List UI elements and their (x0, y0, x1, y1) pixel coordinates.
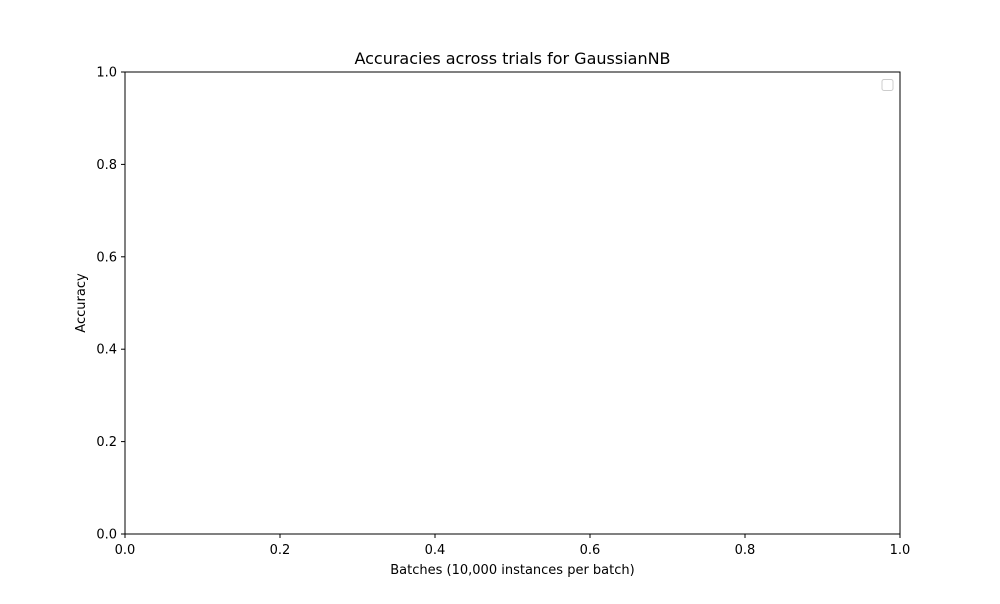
plot-area (125, 72, 900, 534)
x-tick-label: 0.8 (735, 543, 756, 558)
y-tick-label: 0.4 (96, 343, 117, 358)
x-tick-label: 0.4 (425, 543, 446, 558)
y-tick-label: 1.0 (96, 66, 117, 81)
x-tick-label: 1.0 (890, 543, 911, 558)
legend (881, 79, 894, 91)
x-tick-label: 0.6 (580, 543, 601, 558)
x-axis-label: Batches (10,000 instances per batch) (390, 563, 634, 578)
y-tick-label: 0.0 (96, 528, 117, 543)
y-tick-label: 0.6 (96, 250, 117, 265)
x-tick-label: 0.2 (270, 543, 291, 558)
y-tick-label: 0.8 (96, 158, 117, 173)
x-tick-label: 0.0 (115, 543, 136, 558)
chart-title: Accuracies across trials for GaussianNB (354, 49, 670, 68)
plot-background (125, 72, 900, 534)
x-axis-ticks: 0.0 0.2 0.4 0.6 0.8 1.0 (115, 534, 911, 558)
y-tick-label: 0.2 (96, 435, 117, 450)
legend-box (881, 79, 894, 91)
plot-frame (124, 71, 901, 535)
y-axis-ticks: 0.0 0.2 0.4 0.6 0.8 1.0 (96, 66, 125, 543)
y-axis-label: Accuracy (74, 273, 89, 333)
